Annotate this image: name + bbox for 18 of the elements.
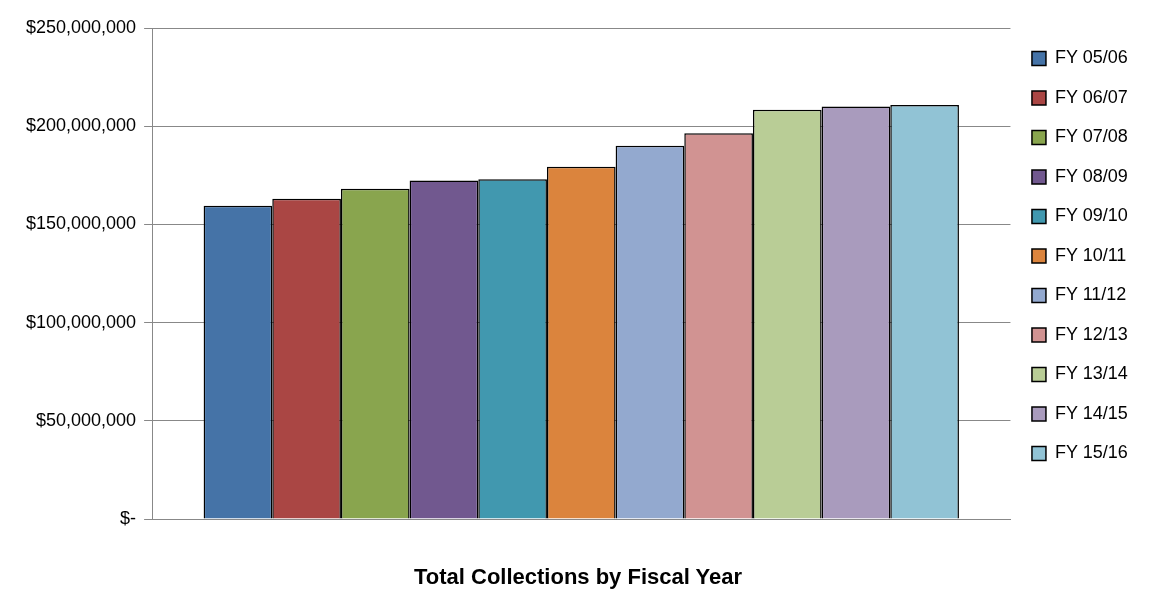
legend-label: FY 11/12 (1054, 284, 1127, 305)
legend-label: FY 14/15 (1054, 402, 1128, 423)
text: Total Collections by Fiscal Year (413, 563, 743, 589)
y-tick-label: $50,000,000 (36, 409, 137, 430)
legend-label: FY 05/06 (1054, 47, 1128, 68)
legend-label: FY 09/10 (1054, 205, 1128, 226)
y-tick-label: $100,000,000 (26, 311, 137, 332)
legend-label: FY 12/13 (1054, 323, 1128, 344)
legend-label: FY 08/09 (1054, 165, 1128, 186)
legend-label: FY 06/07 (1054, 86, 1128, 107)
legend-label: FY 07/08 (1054, 126, 1128, 147)
y-tick-label: $200,000,000 (26, 115, 137, 136)
legend-label: FY 15/16 (1054, 442, 1128, 463)
legend-label: FY 10/11 (1054, 244, 1127, 265)
y-tick-label: $- (120, 507, 137, 528)
legend-label: FY 13/14 (1054, 363, 1128, 384)
y-tick-label: $250,000,000 (26, 16, 137, 37)
y-tick-label: $150,000,000 (26, 213, 137, 234)
